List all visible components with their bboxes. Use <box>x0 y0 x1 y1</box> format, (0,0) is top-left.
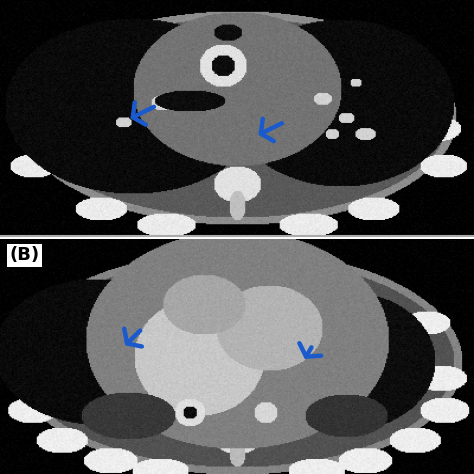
Text: (B): (B) <box>9 246 40 264</box>
